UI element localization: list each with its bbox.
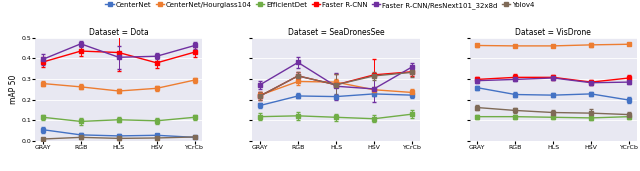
Y-axis label: mAP 50: mAP 50 [10, 75, 19, 104]
Legend: CenterNet, CenterNet/Hourglass104, EfficientDet, Faster R-CNN, Faster R-CNN/ResN: CenterNet, CenterNet/Hourglass104, Effic… [106, 2, 534, 9]
Title: Dataset = VisDrone: Dataset = VisDrone [515, 28, 591, 37]
Title: Dataset = Dota: Dataset = Dota [89, 28, 148, 37]
Title: Dataset = SeaDronesSee: Dataset = SeaDronesSee [288, 28, 384, 37]
